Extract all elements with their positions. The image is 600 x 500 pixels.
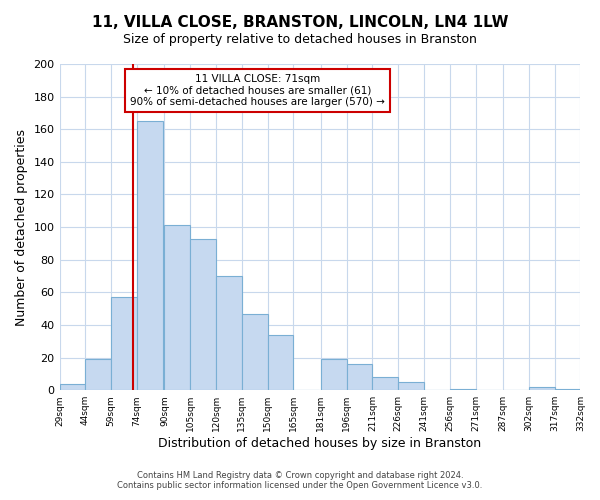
Y-axis label: Number of detached properties: Number of detached properties (15, 128, 28, 326)
Bar (347, 364, 373, 390)
Bar (164, 226, 190, 390)
Bar (529, 387, 555, 390)
Bar (268, 335, 293, 390)
Text: 11 VILLA CLOSE: 71sqm
← 10% of detached houses are smaller (61)
90% of semi-deta: 11 VILLA CLOSE: 71sqm ← 10% of detached … (130, 74, 385, 107)
Bar (373, 377, 398, 390)
Bar (85, 359, 111, 390)
Bar (59, 384, 85, 390)
Bar (398, 382, 424, 390)
Bar (111, 297, 137, 390)
X-axis label: Distribution of detached houses by size in Branston: Distribution of detached houses by size … (158, 437, 482, 450)
Text: Contains HM Land Registry data © Crown copyright and database right 2024.
Contai: Contains HM Land Registry data © Crown c… (118, 470, 482, 490)
Text: 11, VILLA CLOSE, BRANSTON, LINCOLN, LN4 1LW: 11, VILLA CLOSE, BRANSTON, LINCOLN, LN4 … (92, 15, 508, 30)
Bar (137, 121, 163, 390)
Bar (242, 314, 268, 390)
Text: Size of property relative to detached houses in Branston: Size of property relative to detached ho… (123, 32, 477, 46)
Bar (321, 359, 347, 390)
Bar (555, 388, 580, 390)
Bar (450, 388, 476, 390)
Bar (216, 276, 242, 390)
Bar (190, 238, 216, 390)
